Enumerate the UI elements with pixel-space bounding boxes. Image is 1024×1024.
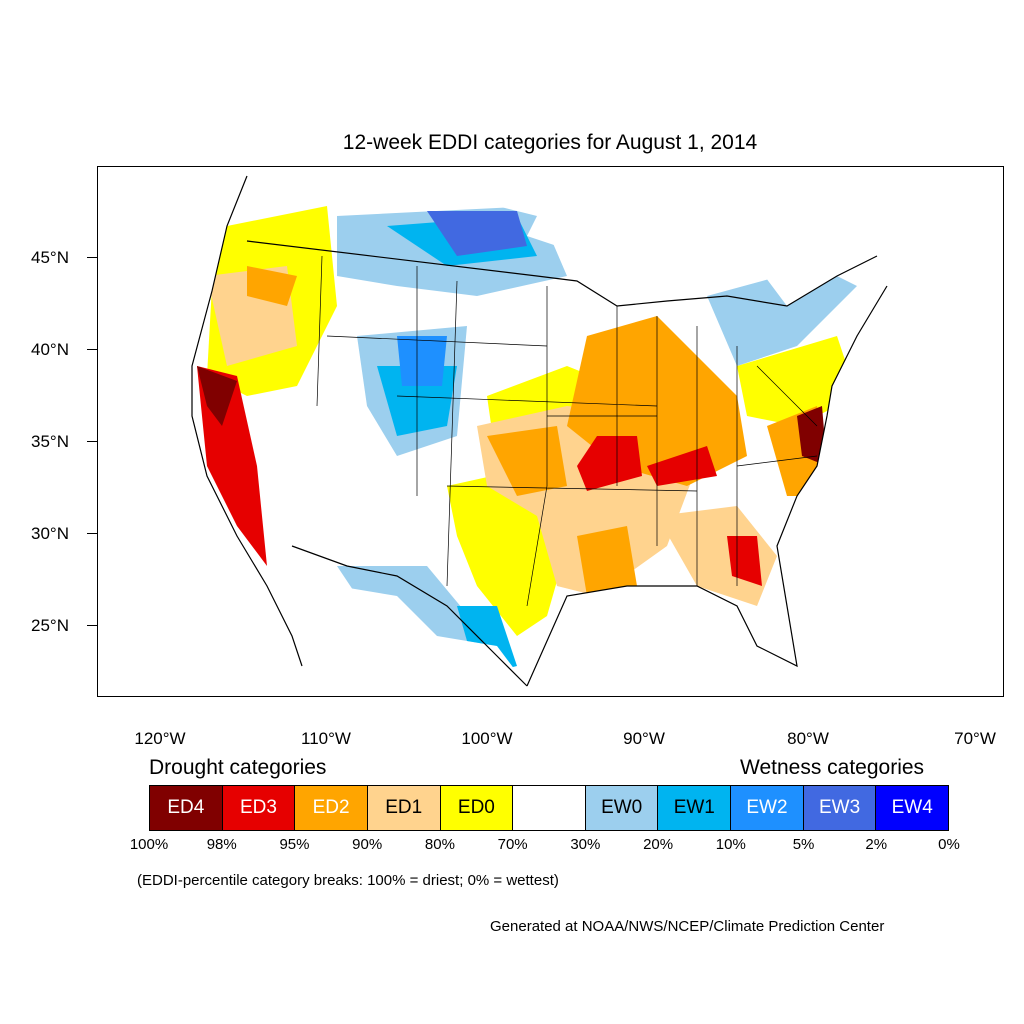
lon-label-100: 100°W xyxy=(461,729,513,748)
lat-tick xyxy=(87,441,97,442)
percent-break-label: 100% xyxy=(129,836,169,853)
percent-break-label: 70% xyxy=(497,836,528,853)
lat-tick xyxy=(87,257,97,258)
legend-box-ed3: ED3 xyxy=(222,786,296,830)
legend-box-ed1: ED1 xyxy=(367,786,441,830)
border-canada xyxy=(246,240,878,307)
lat-label-45: 45°N xyxy=(31,248,69,267)
eddi-field xyxy=(197,206,857,686)
legend-box-ew3: EW3 xyxy=(803,786,877,830)
region-ed2-delta xyxy=(577,526,637,596)
drought-categories-title: Drought categories xyxy=(149,756,327,779)
category-legend: ED4 ED3 ED2 ED1 ED0 EW0 EW1 EW2 EW3 EW4 xyxy=(149,785,949,831)
legend-box-ed2: ED2 xyxy=(295,786,368,830)
legend-box-neutral xyxy=(513,786,586,830)
percent-break-label: 5% xyxy=(792,836,815,853)
state-lines xyxy=(316,255,818,607)
region-ed0-northeast xyxy=(737,336,857,426)
region-ew3-dakota xyxy=(427,211,527,256)
percent-break-label: 20% xyxy=(643,836,674,853)
percent-break-label: 2% xyxy=(865,836,888,853)
percent-break-label: 0% xyxy=(938,836,960,853)
wetness-categories-title: Wetness categories xyxy=(740,756,925,779)
percent-break-label: 98% xyxy=(206,836,237,853)
region-ed3-missouri xyxy=(577,436,642,491)
region-ew2-wyoming xyxy=(397,336,447,386)
lat-label-35: 35°N xyxy=(31,432,69,451)
lat-tick xyxy=(87,533,97,534)
percent-break-label: 10% xyxy=(715,836,746,853)
percent-break-label: 95% xyxy=(279,836,310,853)
lon-label-70: 70°W xyxy=(954,729,996,748)
eddi-map xyxy=(97,166,1004,697)
lat-label-25: 25°N xyxy=(31,616,69,635)
lat-label-40: 40°N xyxy=(31,340,69,359)
legend-box-ew1: EW1 xyxy=(658,786,732,830)
region-ed4-california xyxy=(197,366,237,426)
region-ed3-georgia xyxy=(727,536,762,586)
coastline-west xyxy=(191,175,303,667)
percent-break-label: 90% xyxy=(352,836,383,853)
lon-label-80: 80°W xyxy=(787,729,829,748)
region-ew0-greatlakes xyxy=(707,266,857,366)
percent-break-label: 30% xyxy=(570,836,601,853)
legend-box-ed0: ED0 xyxy=(440,786,514,830)
region-ed3-kentucky xyxy=(647,446,717,486)
lon-label-120: 120°W xyxy=(134,729,186,748)
legend-box-ew2: EW2 xyxy=(731,786,804,830)
lon-label-110: 110°W xyxy=(301,729,351,748)
lat-label-30: 30°N xyxy=(31,524,69,543)
map-canvas xyxy=(97,166,1004,697)
lat-tick xyxy=(87,349,97,350)
coastline-gulf xyxy=(526,285,888,687)
credit-line: Generated at NOAA/NWS/NCEP/Climate Predi… xyxy=(490,918,885,935)
legend-box-ew0: EW0 xyxy=(585,786,659,830)
map-title: 12-week EDDI categories for August 1, 20… xyxy=(342,131,758,154)
borders xyxy=(191,175,888,687)
percent-break-label: 80% xyxy=(424,836,455,853)
region-ed2-oregon xyxy=(247,266,297,306)
legend-box-ed4: ED4 xyxy=(150,786,223,830)
border-mexico xyxy=(291,545,528,687)
lon-label-90: 90°W xyxy=(623,729,665,748)
lat-tick xyxy=(87,625,97,626)
legend-box-ew4: EW4 xyxy=(876,786,949,830)
category-note: (EDDI-percentile category breaks: 100% =… xyxy=(137,872,559,889)
